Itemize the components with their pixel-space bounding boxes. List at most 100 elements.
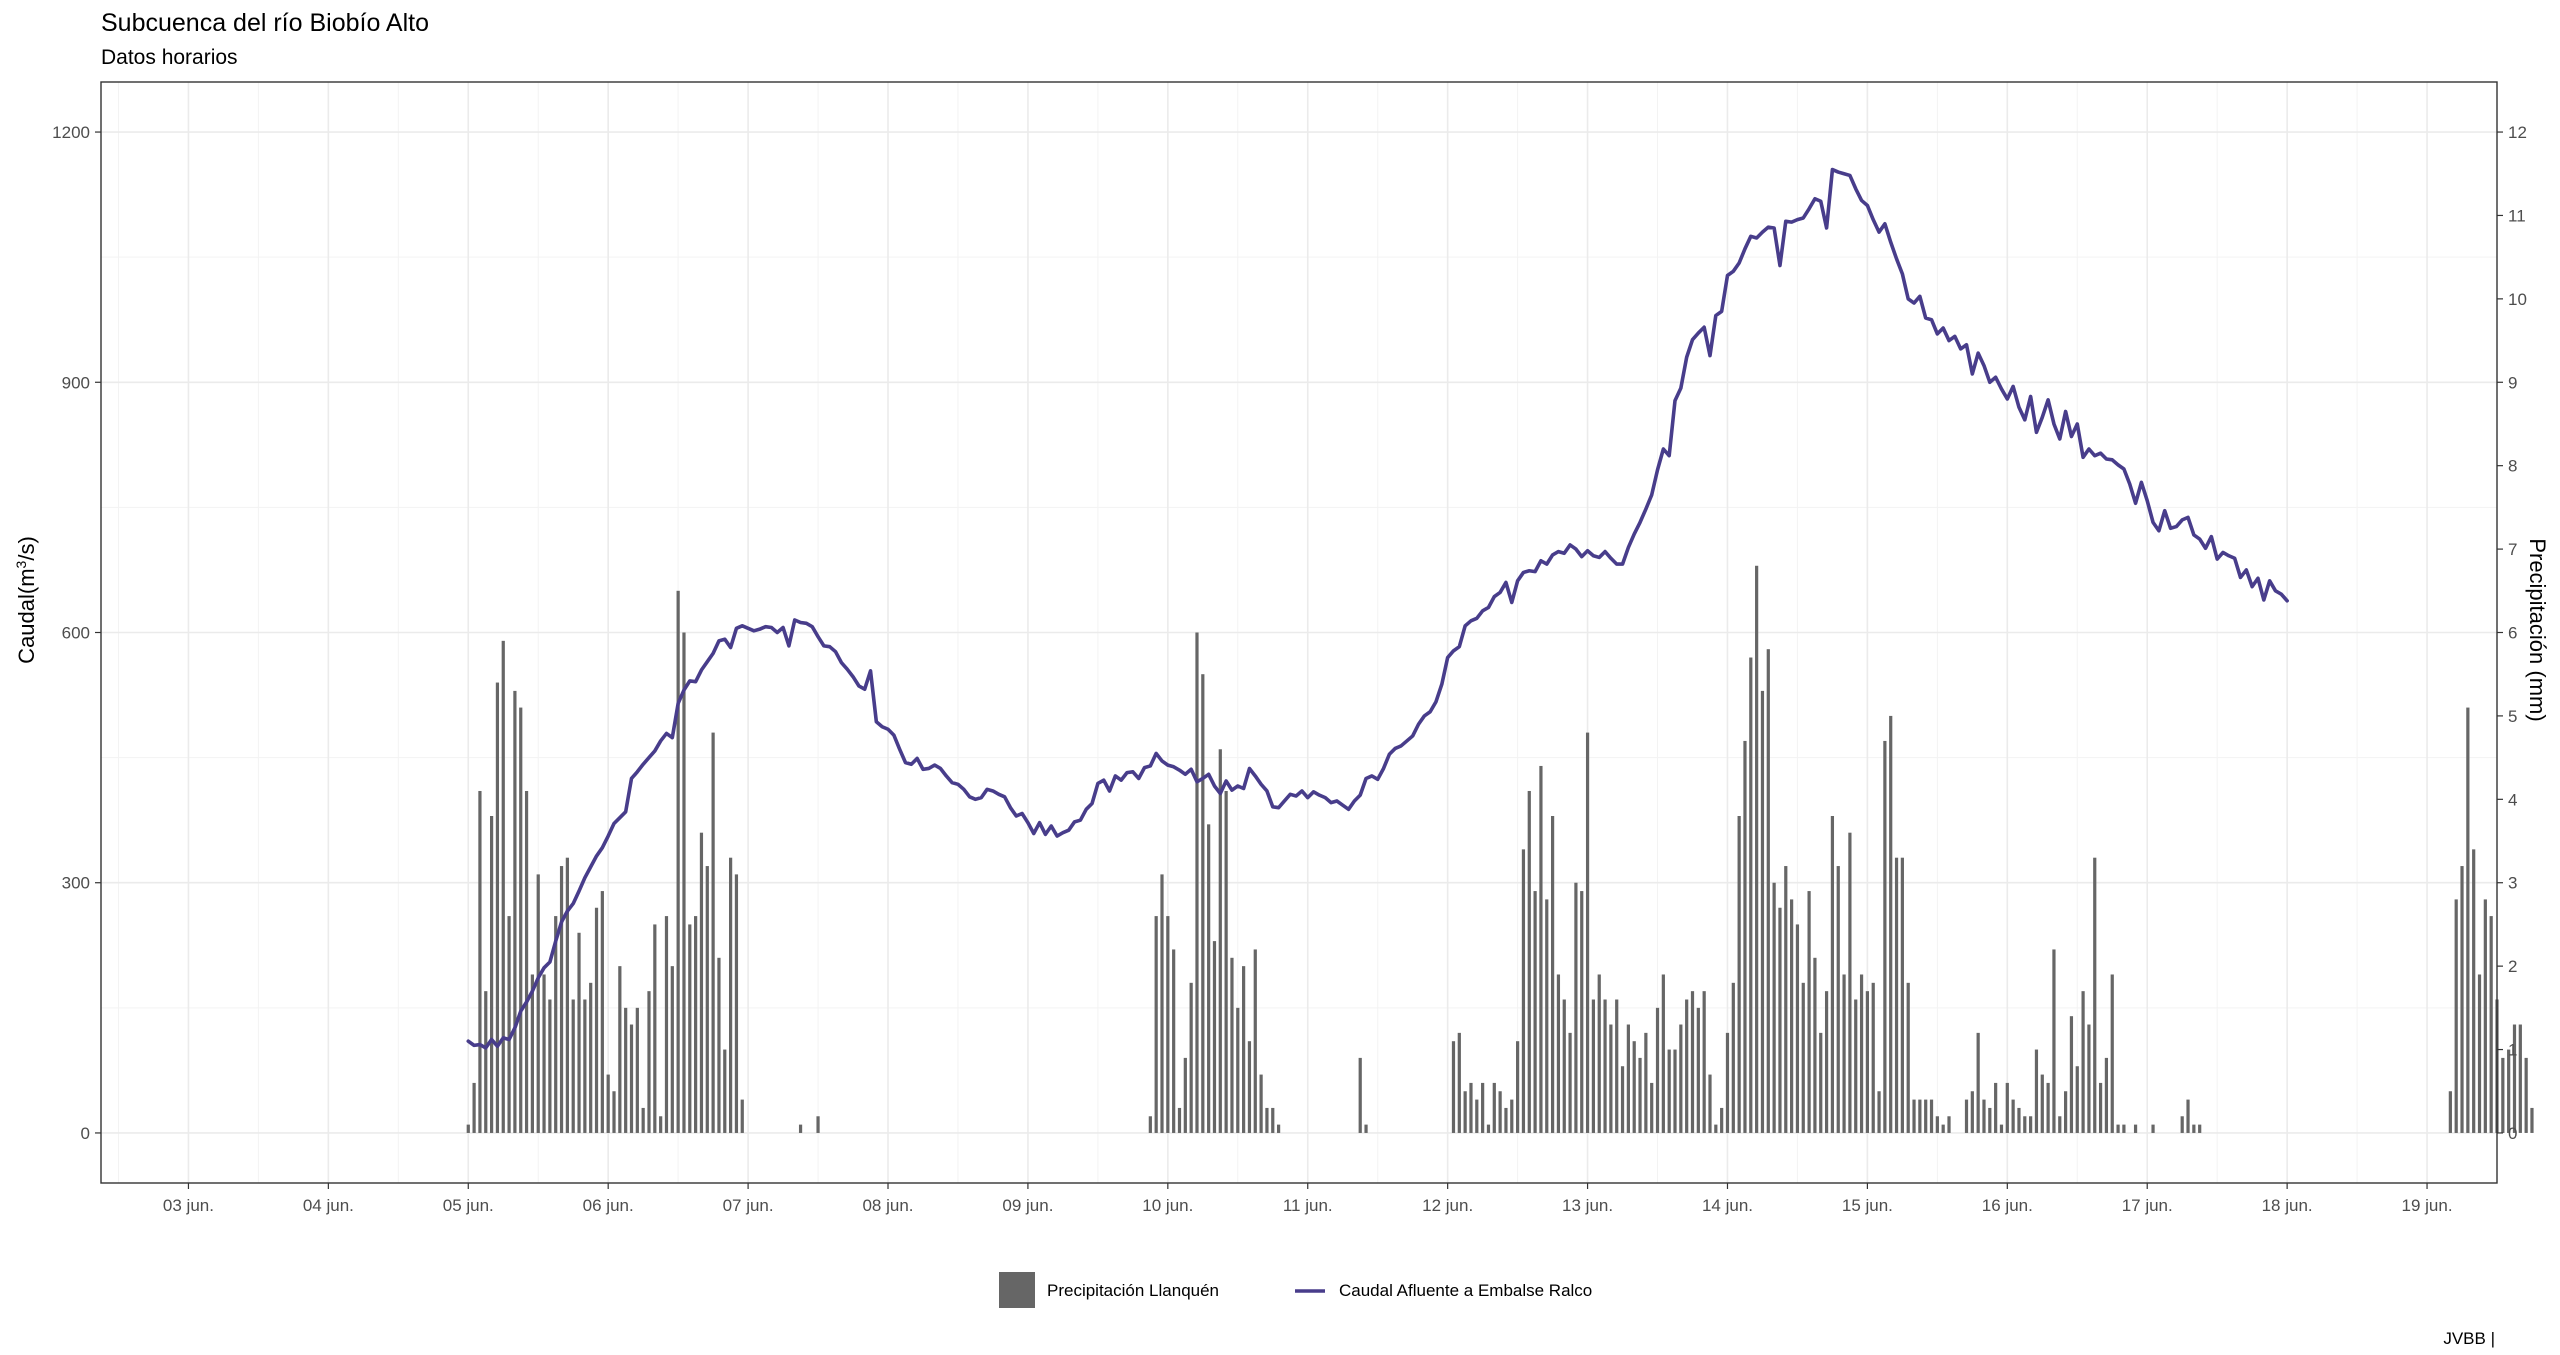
precipitation-bar: [1364, 1124, 1368, 1133]
precipitation-bar: [2507, 1049, 2511, 1133]
precipitation-bar: [734, 874, 739, 1133]
precipitation-bar: [1603, 999, 1607, 1133]
precipitation-bar: [2512, 1024, 2517, 1133]
precipitation-bar: [1906, 982, 1910, 1133]
precipitation-bar: [699, 832, 704, 1133]
flow-line-layer: [466, 167, 2289, 1050]
y-left-tick-label: 1200: [52, 123, 90, 142]
precipitation-bar: [589, 982, 593, 1133]
y-right-tick-label: 7: [2508, 540, 2517, 559]
y-right-tick-label: 8: [2508, 457, 2517, 476]
precipitation-bar: [594, 907, 599, 1133]
precipitation-bar: [1498, 1091, 1502, 1133]
chart-title: Subcuenca del río Biobío Alto: [101, 9, 429, 37]
precipitation-bar: [798, 1124, 803, 1133]
precipitation-bar: [1714, 1124, 1718, 1133]
precipitation-bar: [1550, 816, 1555, 1133]
precipitation-bar: [1999, 1124, 2004, 1133]
precipitation-bar: [1463, 1091, 1467, 1133]
precipitation-bar: [1271, 1107, 1275, 1133]
precipitation-bar: [1207, 824, 1211, 1133]
precipitation-bar: [2466, 707, 2470, 1133]
precipitation-bar: [1620, 1066, 1625, 1133]
precipitation-bar: [1924, 1099, 1928, 1133]
precipitation-bar: [1824, 991, 1829, 1133]
y-axis-right-title: Precipitación (mm): [2525, 538, 2550, 721]
precipitation-bar: [2180, 1116, 2184, 1133]
precipitation-bar: [542, 974, 546, 1133]
precipitation-bar: [565, 857, 569, 1133]
precipitation-bar: [1743, 740, 1747, 1133]
precipitation-bar: [1947, 1116, 1951, 1133]
y-right-tick-label: 10: [2508, 290, 2527, 309]
legend-key-precipitation: [999, 1272, 1035, 1308]
precipitation-bar: [2448, 1091, 2452, 1133]
precipitation-bar: [664, 916, 669, 1133]
x-tick-label: 11 jun.: [1283, 1196, 1333, 1215]
precipitation-bar: [1358, 1057, 1362, 1133]
precipitation-bar: [2040, 1074, 2044, 1133]
precipitation-bar: [495, 682, 500, 1133]
precipitation-bar: [1475, 1099, 1479, 1133]
precipitation-bar: [1842, 974, 1846, 1133]
precipitation-bar: [606, 1074, 610, 1133]
precipitation-bar: [1504, 1107, 1508, 1133]
precipitation-bar: [530, 974, 534, 1133]
precipitation-bar: [2518, 1024, 2522, 1133]
precipitation-bar: [705, 866, 709, 1133]
precipitation-bar: [1655, 1007, 1660, 1133]
y-right-tick-label: 9: [2508, 373, 2517, 392]
precipitation-bar: [1871, 982, 1875, 1133]
x-tick-label: 07 jun.: [723, 1196, 774, 1215]
precipitation-bar: [1988, 1107, 1992, 1133]
precipitation-bar: [1276, 1124, 1281, 1133]
precipitation-bar: [2011, 1099, 2015, 1133]
y-right-tick-label: 2: [2508, 957, 2517, 976]
precipitation-bar: [2087, 1024, 2091, 1133]
x-tick-label: 13 jun.: [1562, 1196, 1613, 1215]
precipitation-bar: [1247, 1041, 1252, 1133]
precipitation-bar: [1236, 1007, 1240, 1133]
precipitation-bar: [1469, 1082, 1473, 1133]
precipitation-bar: [484, 991, 488, 1133]
precipitation-bar: [1212, 941, 1217, 1133]
precipitation-bar: [1574, 882, 1578, 1133]
precipitation-bar: [2192, 1124, 2196, 1133]
precipitation-bar: [2005, 1082, 2009, 1133]
precipitation-bar: [2104, 1057, 2109, 1133]
y-right-tick-label: 12: [2508, 123, 2527, 142]
precipitation-bar: [624, 1007, 628, 1133]
x-tick-label: 14 jun.: [1702, 1196, 1753, 1215]
y-right-tick-label: 0: [2508, 1124, 2517, 1143]
precipitation-bar: [618, 966, 622, 1133]
precipitation-bar: [1492, 1082, 1496, 1133]
precipitation-bar: [1813, 957, 1817, 1133]
precipitation-bar: [1929, 1099, 1934, 1133]
precipitation-bar: [1644, 1032, 1648, 1133]
precipitation-bar: [2186, 1099, 2190, 1133]
precipitation-bar: [1755, 565, 1759, 1133]
y-left-tick-label: 600: [62, 624, 90, 643]
precipitation-bar: [2058, 1116, 2062, 1133]
precipitation-bar: [1801, 982, 1805, 1133]
precipitation-bar: [2069, 1016, 2074, 1133]
precipitation-bar: [1696, 1007, 1700, 1133]
y-right-tick-label: 3: [2508, 874, 2517, 893]
precipitation-bar: [1690, 991, 1695, 1133]
precipitation-bar: [2034, 1049, 2039, 1133]
precipitation-bar: [1836, 866, 1840, 1133]
x-tick-label: 19 jun.: [2402, 1196, 2453, 1215]
precipitation-bar: [1230, 957, 1234, 1133]
precipitation-bar: [2489, 916, 2493, 1133]
precipitation-bar: [1667, 1049, 1671, 1133]
precipitation-bar: [1201, 674, 1205, 1133]
precipitation-bar: [1259, 1074, 1263, 1133]
precipitation-bar: [1481, 1082, 1485, 1133]
precipitation-bar: [2075, 1066, 2079, 1133]
precipitation-bar: [2017, 1107, 2021, 1133]
precipitation-bar: [670, 966, 674, 1133]
precipitation-bar: [1708, 1074, 1712, 1133]
precipitation-bar: [1725, 1032, 1730, 1133]
precipitation-bar: [1457, 1032, 1461, 1133]
